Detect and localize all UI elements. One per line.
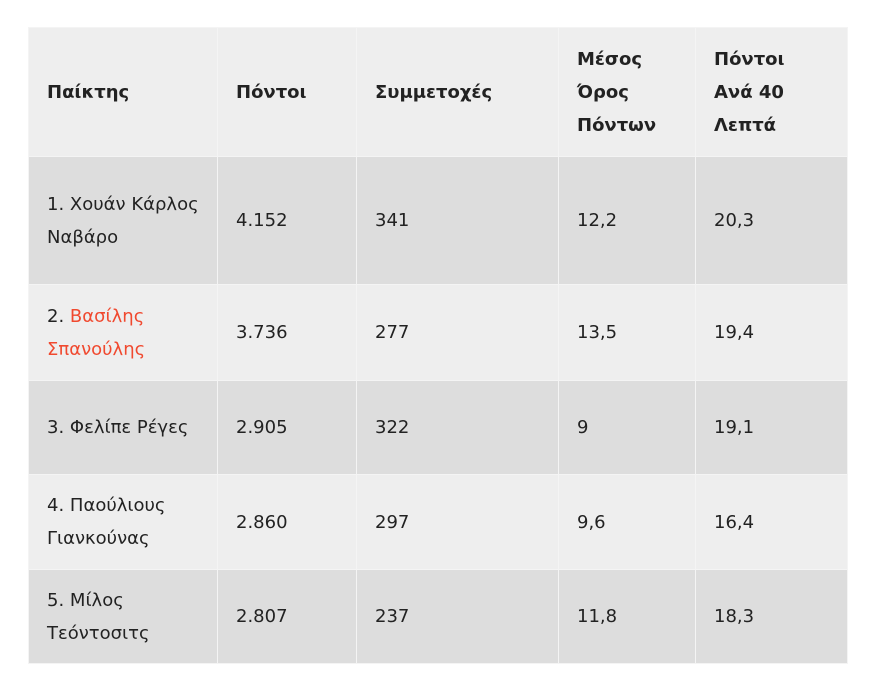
- table-row: 5. Μίλος Τεόντοσιτς 2.807 237 11,8 18,3: [28, 569, 848, 664]
- player-cell: 3. Φελίπε Ρέγες: [28, 380, 218, 475]
- table-row: 4. Παούλιους Γιανκούνας 2.860 297 9,6 16,4: [28, 474, 848, 570]
- table-row: 2. Βασίλης Σπανούλης 3.736 277 13,5 19,4: [28, 284, 848, 381]
- player-name: Μίλος Τεόντοσιτς: [47, 589, 150, 644]
- games-cell: 277: [356, 284, 559, 381]
- avg-cell: 11,8: [558, 569, 696, 664]
- avg-cell: 13,5: [558, 284, 696, 381]
- player-name: Φελίπε Ρέγες: [69, 417, 189, 438]
- header-per40: Πόντοι Ανά 40 Λεπτά: [695, 27, 848, 157]
- player-cell: 4. Παούλιους Γιανκούνας: [28, 474, 218, 570]
- header-games: Συμμετοχές: [356, 27, 559, 157]
- avg-cell: 9,6: [558, 474, 696, 570]
- points-cell: 2.860: [217, 474, 357, 570]
- rank: 2.: [47, 305, 65, 327]
- points-cell: 4.152: [217, 156, 357, 285]
- player-name: Χουάν Κάρλος Ναβάρο: [47, 193, 199, 248]
- points-cell: 2.905: [217, 380, 357, 475]
- per40-cell: 16,4: [695, 474, 848, 570]
- header-player: Παίκτης: [28, 27, 218, 157]
- games-cell: 297: [356, 474, 559, 570]
- rank: 5.: [47, 589, 65, 611]
- points-cell: 3.736: [217, 284, 357, 381]
- per40-cell: 18,3: [695, 569, 848, 664]
- header-average: Μέσος Όρος Πόντων: [558, 27, 696, 157]
- rank: 4.: [47, 495, 65, 516]
- rank: 1.: [47, 193, 65, 215]
- points-cell: 2.807: [217, 569, 357, 664]
- per40-cell: 19,1: [695, 380, 848, 475]
- player-name: Παούλιους Γιανκούνας: [47, 495, 166, 549]
- avg-cell: 12,2: [558, 156, 696, 285]
- table-row: 3. Φελίπε Ρέγες 2.905 322 9 19,1: [28, 380, 848, 475]
- avg-cell: 9: [558, 380, 696, 475]
- player-cell: 2. Βασίλης Σπανούλης: [28, 284, 218, 381]
- games-cell: 322: [356, 380, 559, 475]
- header-points: Πόντοι: [217, 27, 357, 157]
- players-table: Παίκτης Πόντοι Συμμετοχές Μέσος Όρος Πόν…: [28, 27, 848, 664]
- player-cell: 5. Μίλος Τεόντοσιτς: [28, 569, 218, 664]
- per40-cell: 19,4: [695, 284, 848, 381]
- player-cell: 1. Χουάν Κάρλος Ναβάρο: [28, 156, 218, 285]
- header-row: Παίκτης Πόντοι Συμμετοχές Μέσος Όρος Πόν…: [28, 27, 848, 157]
- per40-cell: 20,3: [695, 156, 848, 285]
- player-link[interactable]: Βασίλης Σπανούλης: [47, 305, 146, 360]
- table-row: 1. Χουάν Κάρλος Ναβάρο 4.152 341 12,2 20,3: [28, 156, 848, 285]
- rank: 3.: [47, 417, 65, 438]
- games-cell: 341: [356, 156, 559, 285]
- games-cell: 237: [356, 569, 559, 664]
